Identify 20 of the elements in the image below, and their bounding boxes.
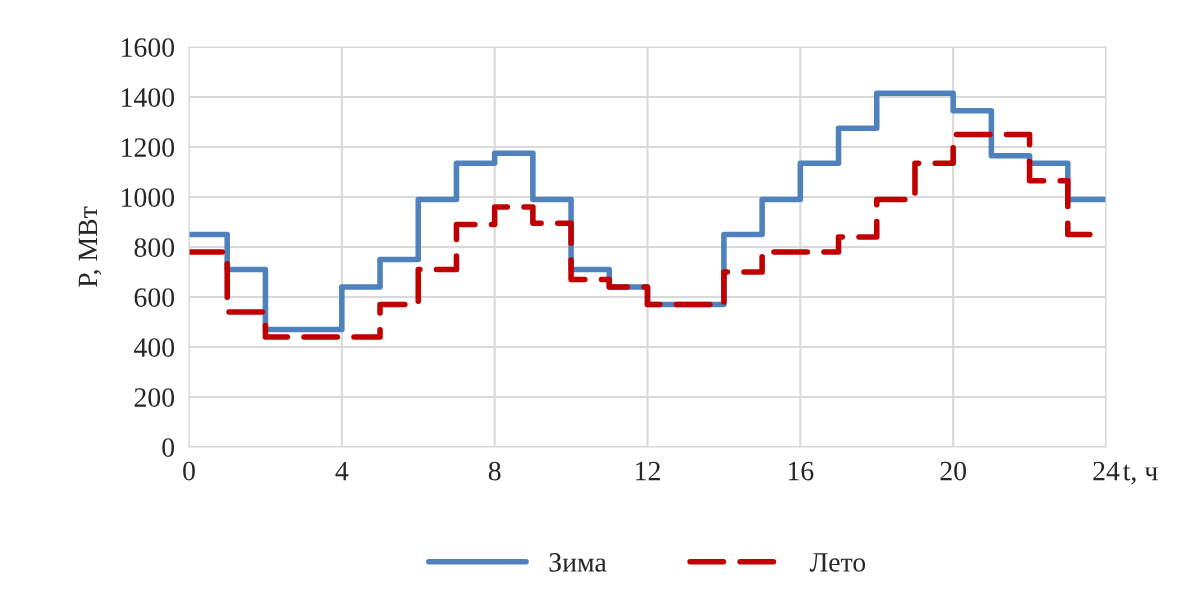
x-tick-label: 4 [335, 461, 349, 481]
y-tick-label: 400 [133, 338, 175, 357]
y-tick-label: 1600 [122, 38, 175, 57]
legend-label: Зима [549, 553, 607, 572]
x-tick-label: 20 [940, 461, 966, 481]
y-tick-label: 200 [134, 388, 175, 407]
legend-label: Лето [809, 553, 866, 572]
y-tick-label: 0 [162, 438, 175, 457]
x-tick-label: 0 [183, 461, 195, 481]
y-tick-label: 600 [134, 288, 175, 307]
y-tick-label: 1200 [122, 138, 175, 157]
y-axis-title: P, МВт [78, 206, 102, 288]
x-tick-label: 24 [1093, 461, 1120, 481]
y-tick-label: 1400 [122, 88, 175, 107]
y-tick-label: 800 [134, 238, 175, 257]
x-tick-label: 12 [636, 461, 660, 481]
y-tick-label: 1000 [122, 188, 175, 207]
x-tick-label: 8 [488, 461, 501, 481]
x-tick-label: 16 [788, 461, 814, 481]
x-axis-title: t, ч [1122, 464, 1158, 485]
